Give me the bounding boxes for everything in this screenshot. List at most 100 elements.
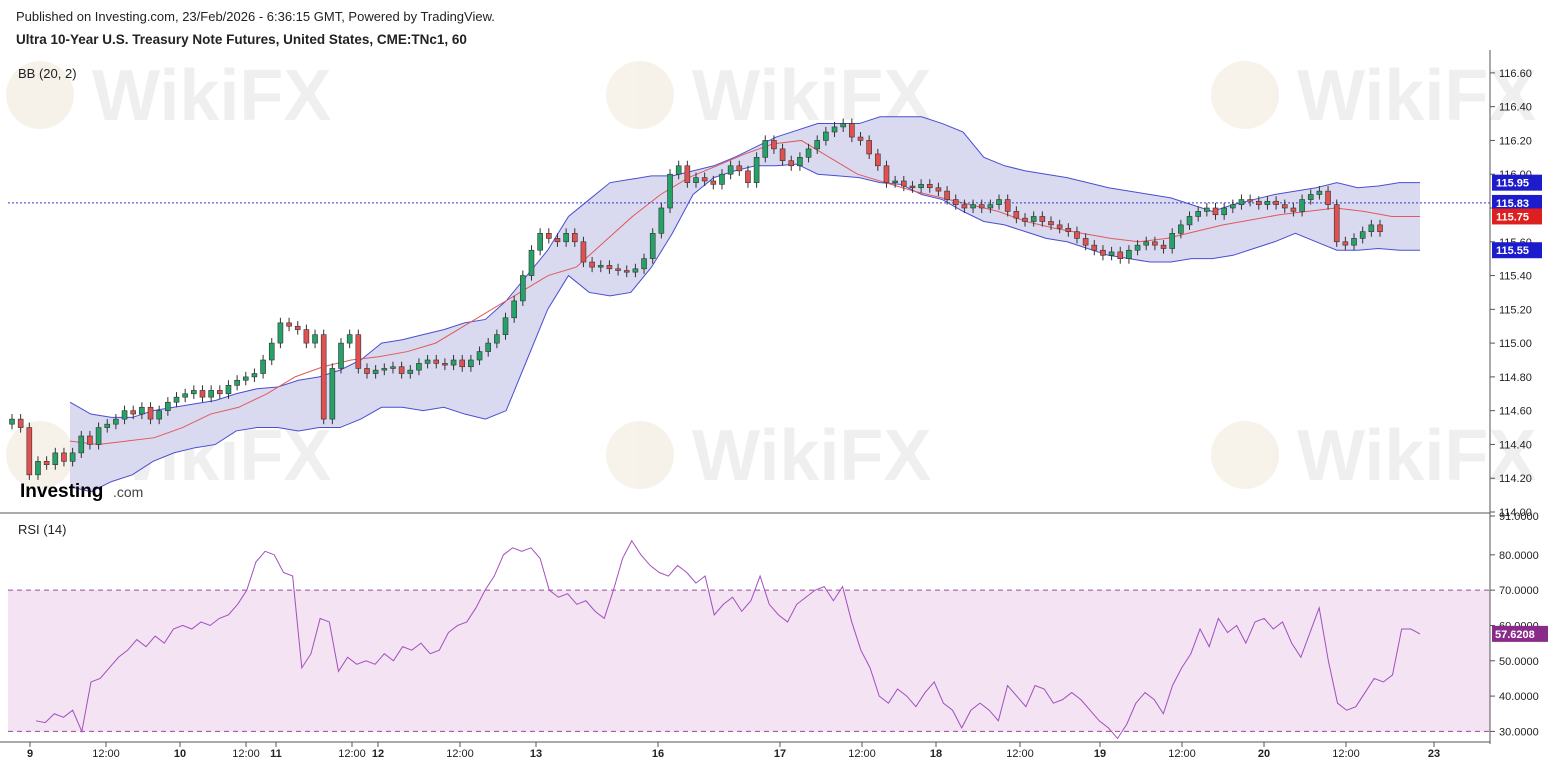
candle — [528, 245, 535, 281]
candle-body — [1126, 249, 1132, 259]
candle-body — [814, 140, 821, 150]
candle — [1160, 240, 1167, 254]
candle-body — [416, 363, 422, 371]
candle-body — [191, 390, 197, 395]
candle — [649, 228, 656, 264]
candle-body — [1143, 241, 1150, 246]
candle — [970, 199, 976, 214]
candle-body — [1281, 204, 1288, 209]
candle-body — [909, 185, 916, 189]
candle — [52, 447, 59, 470]
candle-body — [17, 418, 24, 428]
x-tick-label: 13 — [530, 748, 542, 760]
x-tick-label: 12:00 — [1332, 748, 1360, 760]
price-badge: 115.55 — [1492, 242, 1542, 259]
candle-body — [1377, 224, 1383, 232]
candle — [199, 385, 206, 403]
candle — [1126, 245, 1132, 264]
rsi-tick-label: 30.0000 — [1499, 726, 1539, 738]
price-tick-label: 116.60 — [1499, 68, 1532, 80]
x-tick-label: 9 — [27, 748, 33, 760]
candle-body — [1117, 251, 1124, 259]
candle-body — [520, 275, 526, 302]
candle — [1039, 211, 1046, 227]
candle-body — [831, 126, 838, 133]
candle — [113, 414, 119, 430]
candle — [719, 169, 725, 190]
candle — [372, 365, 379, 379]
candle-body — [381, 368, 388, 371]
candle-body — [390, 366, 396, 369]
candle — [571, 228, 578, 247]
candle — [944, 186, 950, 205]
candle-body — [667, 173, 673, 209]
candle-body — [407, 369, 414, 374]
candle — [87, 430, 93, 450]
candle-body — [476, 351, 483, 361]
candle-body — [736, 165, 743, 172]
candle — [9, 414, 15, 430]
watermark-text: WikiFX — [1297, 416, 1536, 496]
candle-body — [147, 406, 154, 420]
x-tick-label: 12 — [372, 748, 384, 760]
candle — [805, 143, 812, 163]
candle — [1108, 246, 1115, 261]
candle-body — [1273, 200, 1279, 205]
x-tick-label: 18 — [930, 748, 942, 760]
candle — [182, 388, 188, 403]
watermark-text: WikiFX — [92, 56, 331, 136]
candle — [710, 175, 717, 190]
candle-body — [1004, 199, 1011, 212]
candle-body — [1238, 199, 1245, 205]
candle-body — [823, 131, 829, 141]
candle — [1342, 236, 1349, 251]
x-tick-label: 11 — [270, 748, 282, 760]
candle-body — [1195, 211, 1201, 217]
candle-body — [468, 359, 474, 368]
candle-body — [1264, 200, 1271, 205]
candle-body — [693, 177, 699, 183]
price-badge-text: 115.95 — [1496, 178, 1529, 190]
candle — [459, 354, 466, 372]
candle-body — [338, 342, 344, 369]
candle-body — [710, 180, 717, 185]
candle — [745, 165, 751, 188]
candle — [797, 152, 803, 171]
x-tick-label: 12:00 — [92, 748, 120, 760]
candle — [900, 175, 907, 192]
candle — [978, 199, 985, 214]
logo-suffix: .com — [113, 484, 143, 500]
candle-body — [1082, 238, 1089, 246]
candle — [407, 365, 414, 379]
candle-body — [1351, 238, 1357, 246]
candle — [779, 143, 786, 166]
candle-body — [26, 427, 33, 476]
axes — [0, 50, 1495, 747]
candle — [485, 338, 492, 357]
candle — [130, 405, 137, 420]
candle-body — [641, 258, 647, 270]
middle-band-line — [69, 139, 1420, 445]
candle — [1221, 202, 1227, 220]
candle-body — [970, 204, 976, 209]
candle-body — [1204, 207, 1210, 212]
x-tick-label: 10 — [174, 748, 186, 760]
candle-body — [1178, 224, 1184, 234]
candle-body — [234, 379, 240, 386]
candle-body — [494, 334, 500, 344]
rsi-tick-label: 70.0000 — [1499, 585, 1539, 597]
candle — [511, 295, 517, 323]
x-tick-label: 12:00 — [446, 748, 474, 760]
candle — [1022, 213, 1028, 227]
candle — [1117, 246, 1124, 264]
x-tick-label: 12:00 — [338, 748, 366, 760]
candle-body — [1333, 204, 1340, 243]
x-tick-label: 16 — [652, 748, 664, 760]
candle — [398, 361, 405, 379]
candle — [1134, 240, 1141, 256]
candle-body — [1030, 216, 1037, 222]
candle — [320, 329, 327, 425]
candle — [1368, 219, 1375, 237]
candle — [849, 118, 855, 143]
